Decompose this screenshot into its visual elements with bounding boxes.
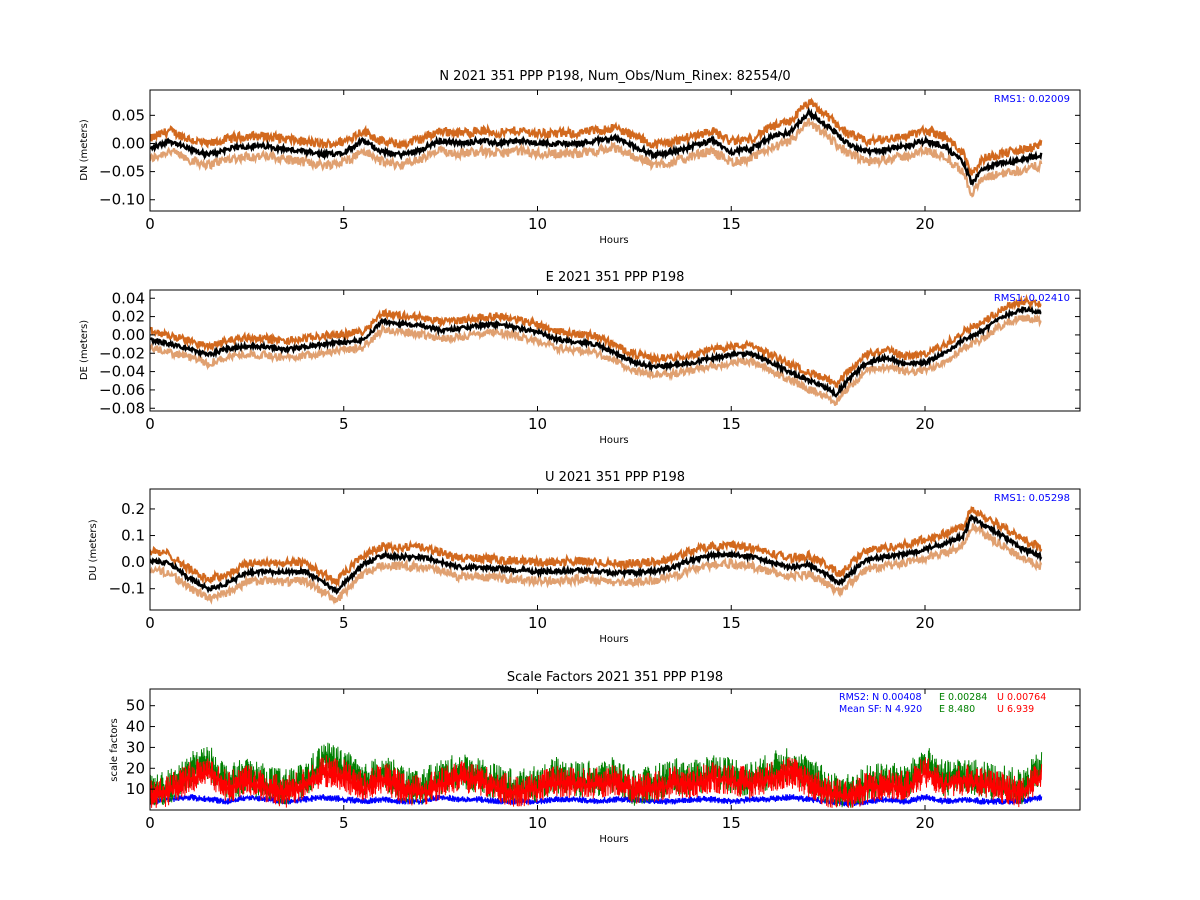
series-upper-bound-line	[150, 293, 1042, 390]
plot-area-east: 0 5 10 15 20 0.040.020.00−0.02−0.04−0.06−0.08	[99, 289, 1081, 433]
panel-title: E 2021 351 PPP P198	[546, 270, 685, 285]
y-tick-label: 40	[126, 718, 145, 736]
y-tick-label: 10	[126, 780, 145, 798]
series-lower-bound-line	[150, 117, 1043, 198]
x-axis-label: Hours	[599, 834, 628, 845]
panel-title: Scale Factors 2021 351 PPP P198	[507, 670, 723, 685]
series-upper-bound-line	[150, 505, 1043, 588]
y-tick-label: −0.08	[99, 399, 145, 417]
x-axis-label: Hours	[599, 235, 628, 246]
x-tick-label: 10	[528, 215, 547, 233]
series-mean-line	[150, 305, 1042, 398]
x-tick-label: 0	[145, 215, 155, 233]
x-tick-label: 0	[145, 415, 155, 433]
x-tick-label: 20	[915, 814, 934, 832]
y-tick-label: −0.1	[109, 580, 145, 598]
x-tick-label: 0	[145, 814, 155, 832]
rms-annotation: RMS1: 0.05298	[994, 493, 1070, 504]
panel-scale-factors: Scale Factors 2021 351 PPP P198 scale fa…	[109, 670, 1081, 845]
y-axis-label: scale factors	[109, 718, 120, 781]
plot-area-up: 0 5 10 15 20 0.2 0.1 0.0 −0.1	[109, 488, 1081, 632]
series-u-line	[150, 755, 1043, 808]
panel-title: N 2021 351 PPP P198, Num_Obs/Num_Rinex: …	[439, 69, 790, 84]
y-tick-label: 0.04	[112, 289, 145, 307]
series-mean-line	[150, 106, 1043, 187]
plot-frame	[149, 488, 1081, 611]
y-tick-label: −0.05	[99, 163, 145, 181]
rms2-e-annotation: E 0.00284	[939, 692, 987, 703]
panel-north: N 2021 351 PPP P198, Num_Obs/Num_Rinex: …	[79, 69, 1081, 246]
x-tick-label: 15	[722, 215, 741, 233]
x-axis-label: Hours	[599, 435, 628, 446]
y-tick-label: 30	[126, 738, 145, 756]
panel-title: U 2021 351 PPP P198	[545, 470, 685, 485]
rms2-n-annotation: RMS2: N 0.00408	[839, 692, 922, 703]
y-tick-label: 0.02	[112, 308, 145, 326]
plot-area-north: 0 5 10 15 20 0.05 0.00 −0.05 −0.10	[99, 89, 1081, 233]
plot-frame	[149, 289, 1081, 412]
x-tick-label: 5	[339, 814, 349, 832]
mean-sf-e-annotation: E 8.480	[939, 704, 975, 715]
y-tick-label: 0.00	[112, 134, 145, 152]
mean-sf-u-annotation: U 6.939	[997, 704, 1034, 715]
panel-east: E 2021 351 PPP P198 DE (meters) Hours 0 5…	[79, 270, 1081, 446]
y-tick-label: 0.0	[121, 553, 145, 571]
y-tick-label: 20	[126, 759, 145, 777]
series-lower-bound-line	[150, 523, 1043, 606]
data-layer	[150, 293, 1042, 406]
y-axis-label: DN (meters)	[79, 119, 90, 181]
x-tick-label: 5	[339, 415, 349, 433]
y-tick-label: 0.05	[112, 106, 145, 124]
y-tick-label: 50	[126, 697, 145, 715]
y-axis-label: DU (meters)	[88, 519, 99, 580]
y-tick-label: 0.2	[121, 500, 145, 518]
x-tick-label: 20	[915, 215, 934, 233]
x-axis-label: Hours	[599, 634, 628, 645]
y-tick-label: 0.1	[121, 527, 145, 545]
y-tick-label: 0.00	[112, 326, 145, 344]
mean-sf-n-annotation: Mean SF: N 4.920	[839, 704, 922, 715]
plot-frame	[149, 688, 1081, 811]
y-tick-label: −0.10	[99, 191, 145, 209]
x-tick-label: 20	[915, 415, 934, 433]
plot-frame	[149, 89, 1081, 212]
plot-area-scale-factors: 0 5 10 15 20 50 40 30 20 10	[126, 688, 1081, 832]
x-tick-label: 15	[722, 614, 741, 632]
x-tick-label: 10	[528, 415, 547, 433]
x-tick-label: 20	[915, 614, 934, 632]
y-tick-label: −0.04	[99, 363, 145, 381]
rms-annotation: RMS1: 0.02410	[994, 293, 1070, 304]
x-tick-label: 5	[339, 614, 349, 632]
rms-annotation: RMS1: 0.02009	[994, 94, 1070, 105]
x-tick-label: 15	[722, 415, 741, 433]
x-tick-label: 10	[528, 614, 547, 632]
series-upper-bound-line	[150, 97, 1043, 176]
y-tick-label: −0.02	[99, 344, 145, 362]
y-tick-label: −0.06	[99, 381, 145, 399]
y-axis-label: DE (meters)	[79, 320, 90, 380]
data-layer	[150, 505, 1043, 606]
data-layer	[150, 742, 1043, 808]
x-tick-label: 5	[339, 215, 349, 233]
panel-up: U 2021 351 PPP P198 DU (meters) Hours 0 5…	[88, 470, 1081, 645]
x-tick-label: 0	[145, 614, 155, 632]
rms2-u-annotation: U 0.00764	[997, 692, 1046, 703]
series-lower-bound-line	[150, 312, 1042, 406]
series-mean-line	[150, 513, 1043, 595]
x-tick-label: 15	[722, 814, 741, 832]
data-layer	[150, 97, 1043, 198]
x-tick-label: 10	[528, 814, 547, 832]
